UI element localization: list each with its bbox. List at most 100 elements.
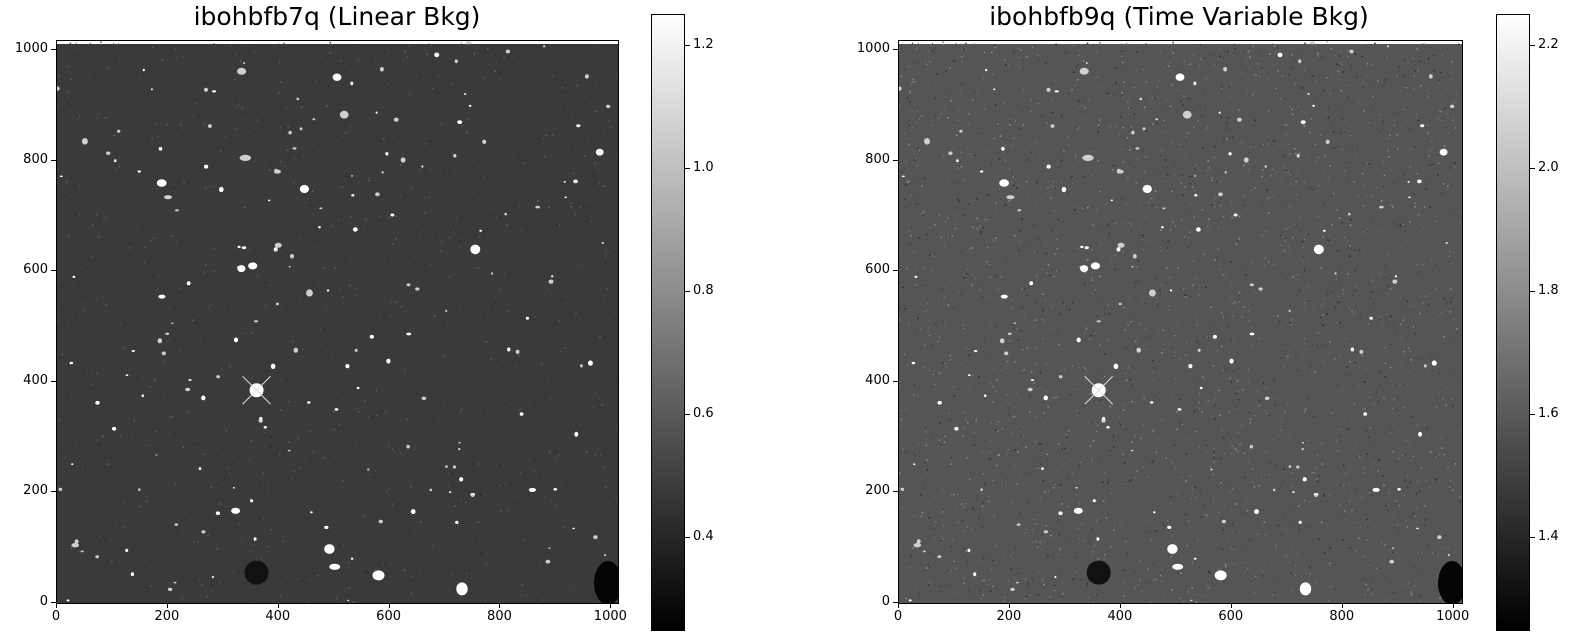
- noise-pixel: [350, 222, 352, 224]
- noise-pixel: [985, 388, 987, 390]
- noise-pixel: [1119, 571, 1120, 573]
- noise-pixel: [104, 117, 107, 119]
- noise-pixel: [415, 398, 417, 400]
- noise-pixel: [108, 457, 110, 459]
- panel1-image: [56, 40, 619, 604]
- noise-pixel: [1231, 510, 1233, 512]
- noise-pixel: [1289, 517, 1290, 519]
- noise-pixel: [1341, 118, 1343, 121]
- noise-pixel: [1377, 316, 1380, 318]
- noise-pixel: [1136, 492, 1138, 494]
- noise-pixel: [1056, 270, 1058, 272]
- noise-pixel: [386, 491, 388, 492]
- noise-pixel: [1161, 443, 1163, 445]
- noise-pixel: [1130, 223, 1132, 225]
- noise-pixel: [1394, 327, 1396, 330]
- noise-pixel: [196, 541, 199, 543]
- noise-pixel: [418, 464, 421, 467]
- noise-pixel: [1124, 216, 1126, 218]
- noise-pixel: [70, 78, 72, 81]
- noise-pixel: [1244, 51, 1246, 53]
- noise-pixel: [534, 131, 536, 133]
- noise-pixel: [1067, 55, 1069, 57]
- noise-pixel: [92, 528, 94, 530]
- noise-pixel: [1200, 378, 1202, 380]
- noise-pixel: [946, 249, 948, 251]
- noise-pixel: [1195, 388, 1197, 389]
- noise-pixel: [545, 134, 548, 137]
- noise-pixel: [599, 356, 601, 358]
- noise-pixel: [1114, 254, 1116, 257]
- noise-pixel: [1003, 600, 1005, 602]
- noise-pixel: [1280, 357, 1282, 360]
- noise-pixel: [1225, 564, 1227, 565]
- noise-pixel: [314, 331, 316, 333]
- noise-pixel: [595, 110, 597, 112]
- noise-pixel: [1360, 579, 1362, 581]
- noise-pixel: [380, 235, 382, 237]
- noise-pixel: [71, 166, 73, 168]
- noise-pixel: [411, 575, 414, 578]
- noise-pixel: [933, 123, 935, 126]
- noise-pixel: [510, 404, 512, 406]
- noise-pixel: [1183, 444, 1185, 446]
- noise-pixel: [1075, 178, 1077, 181]
- source: [454, 59, 458, 64]
- noise-pixel: [225, 192, 227, 194]
- noise-pixel: [132, 401, 134, 402]
- noise-pixel: [1014, 577, 1016, 579]
- noise-pixel: [302, 156, 304, 158]
- noise-pixel: [1285, 529, 1287, 531]
- noise-pixel: [1092, 235, 1094, 237]
- noise-pixel: [1007, 407, 1010, 409]
- noise-pixel: [1344, 472, 1346, 474]
- source: [142, 68, 145, 72]
- noise-pixel: [1358, 495, 1360, 497]
- noise-pixel: [286, 378, 289, 381]
- noise-pixel: [1220, 116, 1223, 119]
- noise-pixel: [308, 463, 311, 465]
- noise-pixel: [1332, 58, 1334, 60]
- noise-pixel: [461, 311, 463, 313]
- noise-pixel: [411, 161, 413, 163]
- noise-pixel: [153, 121, 155, 123]
- noise-pixel: [1279, 484, 1281, 487]
- noise-pixel: [495, 55, 497, 57]
- noise-pixel: [448, 357, 450, 359]
- noise-pixel: [75, 442, 77, 444]
- noise-pixel: [154, 430, 157, 433]
- noise-pixel: [171, 234, 173, 237]
- noise-pixel: [246, 150, 249, 153]
- noise-pixel: [1396, 225, 1398, 227]
- noise-pixel: [353, 324, 356, 326]
- noise-pixel: [335, 370, 338, 372]
- noise-pixel: [1004, 64, 1006, 66]
- noise-pixel: [537, 542, 539, 544]
- noise-pixel: [450, 224, 452, 226]
- noise-pixel: [360, 167, 363, 169]
- noise-pixel: [1203, 596, 1205, 598]
- noise-pixel: [394, 306, 396, 308]
- noise-pixel: [922, 484, 924, 486]
- noise-pixel: [1049, 583, 1051, 584]
- noise-pixel: [1137, 399, 1139, 402]
- noise-pixel: [564, 347, 566, 349]
- noise-pixel: [206, 583, 208, 584]
- noise-pixel: [1134, 542, 1136, 544]
- noise-pixel: [430, 70, 432, 72]
- noise-pixel: [560, 161, 563, 163]
- noise-pixel: [428, 43, 430, 45]
- x-tick-mark: [56, 603, 57, 608]
- noise-pixel: [1403, 109, 1405, 111]
- noise-pixel: [147, 171, 149, 173]
- noise-pixel: [1312, 55, 1314, 57]
- noise-pixel: [91, 464, 93, 466]
- noise-pixel: [962, 435, 965, 437]
- noise-pixel: [536, 567, 538, 569]
- noise-pixel: [95, 298, 97, 300]
- noise-pixel: [1232, 442, 1233, 444]
- noise-pixel: [191, 225, 193, 227]
- noise-pixel: [193, 251, 195, 253]
- noise-pixel: [1180, 442, 1182, 444]
- noise-pixel: [1131, 441, 1133, 443]
